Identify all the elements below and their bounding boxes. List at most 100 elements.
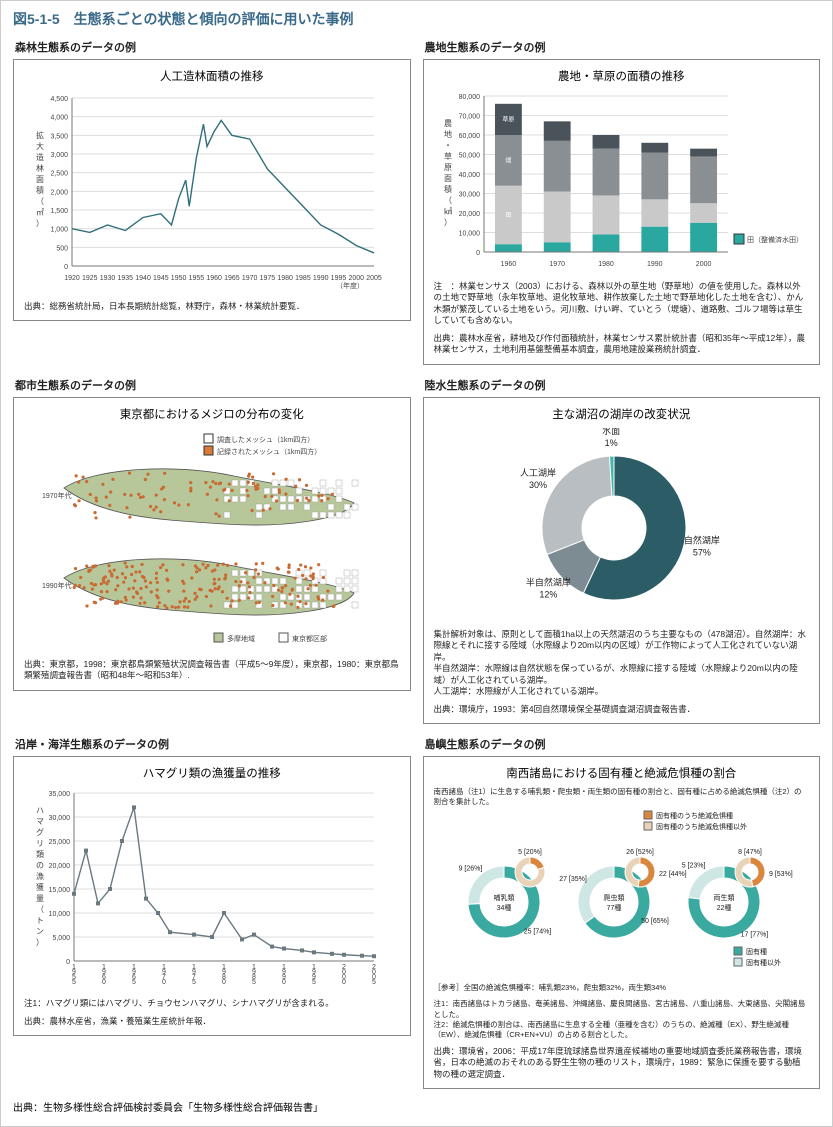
svg-text:17 [77%]: 17 [77%] [740,932,768,939]
island-notes: 注1：南西諸島はトカラ諸島、奄美諸島、沖縄諸島、慶良間諸島、宮古諸島、八重山諸島… [434,999,810,1040]
svg-text:20,000: 20,000 [49,863,71,870]
svg-text:1935: 1935 [118,275,134,282]
svg-text:（: （ [36,905,44,914]
svg-text:1990: 1990 [647,261,663,268]
svg-text:1975: 1975 [260,275,276,282]
svg-text:0: 0 [476,250,480,257]
coastal-source: 出典：農林水産省，漁業・養殖業生産統計年報． [24,1016,400,1027]
svg-text:1995: 1995 [331,275,347,282]
svg-text:量: 量 [36,894,44,903]
svg-text:4,000: 4,000 [50,115,68,122]
svg-text:1%: 1% [604,438,617,448]
svg-text:50 [65%]: 50 [65%] [641,918,669,925]
svg-text:30,000: 30,000 [458,192,480,199]
svg-text:5 [20%]: 5 [20%] [518,849,542,856]
svg-text:田（整備済水田）: 田（整備済水田） [747,235,803,244]
svg-text:22 [44%]: 22 [44%] [659,871,687,878]
coastal-panel: ハマグリ類の漁獲量の推移 05,00010,00015,00020,00025,… [13,756,411,1036]
svg-text:50,000: 50,000 [458,153,480,160]
freshwater-label: 陸水生態系のデータの例 [425,377,821,393]
svg-text:1940: 1940 [135,275,151,282]
svg-text:8 [47%]: 8 [47%] [738,849,762,856]
svg-text:0: 0 [222,979,226,986]
svg-text:ン: ン [36,927,44,936]
farmland-note: 注 ：林業センサス（2003）における、森林以外の草生地（野草地）の値を使用した… [434,281,810,327]
farmland-source: 出典：農林水産省，耕地及び作付面積統計，林業センサス累計統計書（昭和35年～平成… [434,333,810,356]
svg-text:22種: 22種 [716,904,731,912]
coastal-chart: 05,00010,00015,00020,00025,00030,00035,0… [24,787,400,987]
svg-text:1970年代: 1970年代 [42,491,72,500]
urban-title: 東京都におけるメジロの分布の変化 [24,406,400,422]
island-source: 出典：環境省，2006：平成17年度琉球諸島世界遺産候補地の重要地域調査委託業務… [434,1046,810,1080]
svg-text:25 [74%]: 25 [74%] [523,929,551,936]
svg-text:爬虫類: 爬虫類 [603,893,624,902]
svg-text:3,000: 3,000 [50,152,68,159]
farmland-chart: 010,00020,00030,00040,00050,00060,00070,… [434,90,810,270]
forest-cell: 森林生態系のデータの例 人工造林面積の推移 05001,0001,5002,00… [13,37,411,365]
svg-text:グ: グ [36,827,44,837]
svg-text:林: 林 [36,163,44,173]
svg-text:2005: 2005 [366,275,382,282]
urban-cell: 都市生態系のデータの例 東京都におけるメジロの分布の変化 調査したメッシュ（1k… [13,375,411,724]
svg-text:面: 面 [444,174,452,183]
svg-text:自然湖岸: 自然湖岸 [683,534,719,545]
forest-label: 森林生態系のデータの例 [15,39,411,55]
svg-text:）: ） [444,218,452,227]
svg-text:畑: 畑 [505,156,511,164]
svg-text:30,000: 30,000 [49,815,71,822]
svg-text:25,000: 25,000 [49,839,71,846]
svg-text:リ: リ [36,839,44,848]
svg-text:1960: 1960 [500,261,516,268]
svg-text:（: （ [444,196,452,205]
svg-text:哺乳類: 哺乳類 [493,893,514,902]
svg-text:1,500: 1,500 [50,208,68,215]
svg-text:両生類: 両生類 [713,893,734,902]
svg-text:5: 5 [72,979,76,986]
svg-text:類: 類 [36,849,44,859]
svg-text:（: （ [36,197,44,206]
farmland-cell: 農地生態系のデータの例 農地・草原の面積の推移 010,00020,00030,… [423,37,821,365]
svg-text:大: 大 [36,141,44,151]
forest-title: 人工造林面積の推移 [24,68,400,84]
svg-text:70,000: 70,000 [458,114,480,121]
svg-text:半自然湖岸: 半自然湖岸 [525,576,570,587]
svg-text:固有種以外: 固有種以外 [746,958,781,967]
svg-text:15,000: 15,000 [49,887,71,894]
svg-text:調査したメッシュ（1km四方）: 調査したメッシュ（1km四方） [217,435,314,444]
svg-text:水面: 水面 [602,428,620,436]
svg-text:マ: マ [36,817,44,826]
svg-text:積: 積 [36,185,44,195]
svg-text:1990: 1990 [313,275,329,282]
svg-text:）: ） [36,938,44,947]
svg-text:4,500: 4,500 [50,96,68,103]
svg-text:500: 500 [56,245,68,252]
svg-text:1930: 1930 [100,275,116,282]
svg-text:57%: 57% [692,547,710,557]
svg-text:1945: 1945 [153,275,169,282]
svg-text:10,000: 10,000 [458,231,480,238]
svg-text:77種: 77種 [606,904,621,912]
svg-text:5: 5 [312,979,316,986]
svg-text:80,000: 80,000 [458,94,480,101]
svg-text:）: ） [36,219,44,228]
svg-text:漁: 漁 [36,871,44,881]
svg-text:地: 地 [444,129,452,139]
svg-text:0: 0 [342,979,346,986]
urban-label: 都市生態系のデータの例 [15,377,411,393]
bottom-source: 出典：生物多様性総合評価検討委員会「生物多様性総合評価報告書」 [13,1099,820,1114]
svg-text:造: 造 [36,152,44,162]
svg-text:ハ: ハ [36,806,44,815]
svg-text:原: 原 [444,163,452,172]
svg-text:1960: 1960 [206,275,222,282]
svg-text:固有種のうち絶滅危惧種以外: 固有種のうち絶滅危惧種以外 [656,822,747,831]
svg-text:30%: 30% [529,480,547,490]
svg-text:2,500: 2,500 [50,171,68,178]
coastal-note: 注1：ハマグリ類にはハマグリ、チョウセンハマグリ、シナハマグリが含まれる。 [24,998,400,1009]
island-ref: ［参考］全国の絶滅危惧種率：哺乳類23%，爬虫類32%，両生類34% [434,983,810,993]
svg-text:ト: ト [36,916,44,925]
farmland-label: 農地生態系のデータの例 [425,39,821,55]
svg-text:記録されたメッシュ（1km四方）: 記録されたメッシュ（1km四方） [217,447,321,456]
svg-text:（年度）: （年度） [336,281,364,290]
svg-text:27 [35%]: 27 [35%] [559,876,587,883]
svg-text:草原: 草原 [502,115,514,123]
